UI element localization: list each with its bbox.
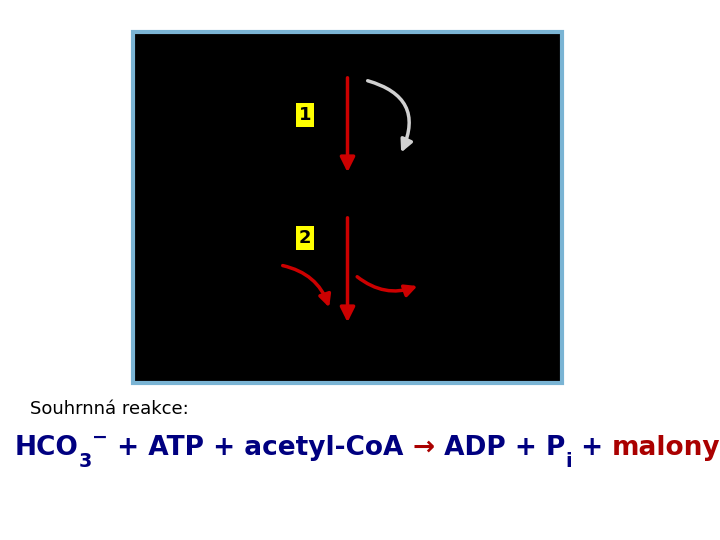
- Text: 1: 1: [299, 106, 311, 124]
- Text: malonyl-CoA: malonyl-CoA: [612, 435, 720, 461]
- Text: 3: 3: [79, 452, 92, 471]
- Text: +: +: [572, 435, 612, 461]
- Text: ADP + P: ADP + P: [435, 435, 565, 461]
- Bar: [133, 32, 562, 383]
- Text: →: →: [413, 435, 435, 461]
- Text: Souhrnná reakce:: Souhrnná reakce:: [30, 400, 189, 418]
- Text: 2: 2: [299, 229, 311, 247]
- Text: + ATP + acetyl-CoA: + ATP + acetyl-CoA: [108, 435, 413, 461]
- Text: HCO: HCO: [15, 435, 79, 461]
- Text: −: −: [92, 428, 108, 447]
- Text: i: i: [565, 452, 572, 471]
